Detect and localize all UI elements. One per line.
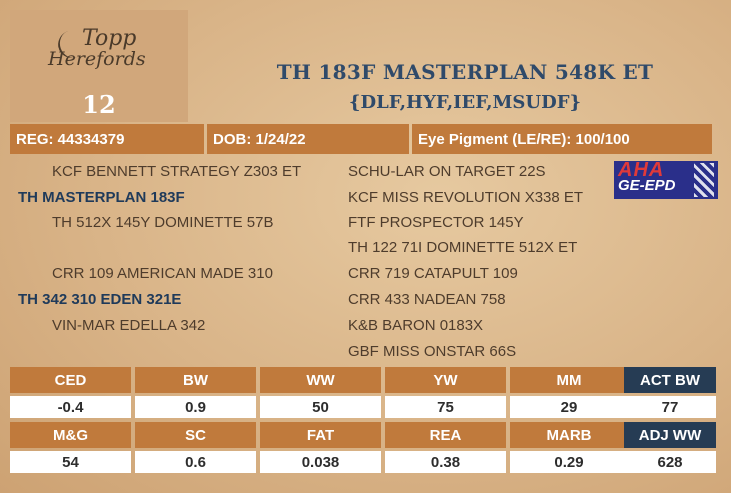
pedigree-dam-dam: VIN-MAR EDELLA 342 <box>52 317 206 334</box>
pedigree-gen3: FTF PROSPECTOR 145Y <box>348 214 524 231</box>
pedigree-gen3: K&B BARON 0183X <box>348 317 484 334</box>
epd-header: CED <box>10 367 131 393</box>
epd-value: 0.038 <box>260 451 381 473</box>
epd-header: MM <box>510 367 628 393</box>
animal-name: TH 183F MASTERPLAN 548K ET <box>276 60 654 84</box>
epd-value: 29 <box>510 396 628 418</box>
pedigree-sire-sire: KCF BENNETT STRATEGY Z303 ET <box>52 163 302 180</box>
epd-header: YW <box>385 367 506 393</box>
pedigree-dam: TH 342 310 EDEN 321E <box>18 291 182 308</box>
epd-value: 0.9 <box>135 396 256 418</box>
epd-value: 0.38 <box>385 451 506 473</box>
pedigree-sire: TH MASTERPLAN 183F <box>18 189 185 206</box>
pedigree-gen3: KCF MISS REVOLUTION X338 ET <box>348 189 584 206</box>
epd-header: REA <box>385 422 506 448</box>
epd-header: M&G <box>10 422 131 448</box>
pedigree-gen3: GBF MISS ONSTAR 66S <box>348 343 517 360</box>
dna-helix-icon <box>694 163 714 197</box>
epd-value-row: 54 0.6 0.038 0.38 0.29 <box>10 451 628 473</box>
epd-header: BW <box>135 367 256 393</box>
epd-header: SC <box>135 422 256 448</box>
epd-value-row: -0.4 0.9 50 75 29 <box>10 396 628 418</box>
farm-logo: Topp Herefords <box>38 24 168 74</box>
epd-value: 75 <box>385 396 506 418</box>
registration-bar: REG: 44334379 DOB: 1/24/22 Eye Pigment (… <box>10 124 715 154</box>
adj-ww-header: ADJ WW <box>624 422 716 448</box>
epd-value: 50 <box>260 396 381 418</box>
epd-header-row: M&G SC FAT REA MARB <box>10 422 628 448</box>
epd-header-row: CED BW WW YW MM <box>10 367 628 393</box>
epd-value: 0.6 <box>135 451 256 473</box>
epd-value: -0.4 <box>10 396 131 418</box>
eye-pigment: Eye Pigment (LE/RE): 100/100 <box>412 124 712 154</box>
logo-text-line1: Topp <box>82 26 137 51</box>
act-bw-value: 77 <box>624 396 716 418</box>
pedigree-gen3: CRR 719 CATAPULT 109 <box>348 265 518 282</box>
logo-panel: Topp Herefords 12 <box>10 10 188 122</box>
pedigree-gen3: CRR 433 NADEAN 758 <box>348 291 506 308</box>
logo-text-line2: Herefords <box>48 48 146 70</box>
pedigree-gen3: SCHU-LAR ON TARGET 22S <box>348 163 546 180</box>
adj-ww-value: 628 <box>624 451 716 473</box>
pedigree-dam-sire: CRR 109 AMERICAN MADE 310 <box>52 265 273 282</box>
pedigree-gen3: TH 122 71I DOMINETTE 512X ET <box>348 239 578 256</box>
genetic-conditions: {DLF,HYF,IEF,MSUDF} <box>348 92 582 113</box>
pedigree-sire-dam: TH 512X 145Y DOMINETTE 57B <box>52 214 274 231</box>
epd-value: 0.29 <box>510 451 628 473</box>
epd-header: FAT <box>260 422 381 448</box>
reg-number: REG: 44334379 <box>10 124 204 154</box>
epd-header: WW <box>260 367 381 393</box>
badge-top-text: AHA <box>618 161 665 181</box>
date-of-birth: DOB: 1/24/22 <box>207 124 409 154</box>
act-bw-header: ACT BW <box>624 367 716 393</box>
aha-ge-epd-badge: AHA GE-EPD <box>614 161 718 199</box>
badge-bottom-text: GE-EPD <box>618 177 676 194</box>
lot-number: 12 <box>82 90 116 119</box>
epd-header: MARB <box>510 422 628 448</box>
epd-value: 54 <box>10 451 131 473</box>
